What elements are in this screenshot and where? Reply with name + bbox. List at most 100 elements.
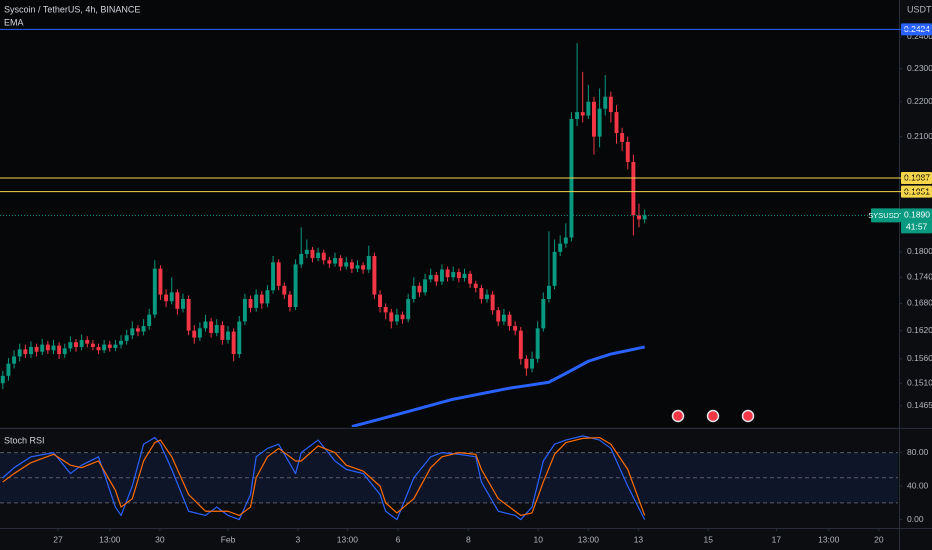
candle-body xyxy=(113,344,118,348)
ema-line xyxy=(351,345,645,427)
candle-body xyxy=(614,112,619,134)
candle-body xyxy=(62,348,67,355)
x-tick-label: 27 xyxy=(53,534,63,544)
candle-body xyxy=(214,325,219,333)
candle-body xyxy=(248,299,253,308)
x-tick-label: 15 xyxy=(704,534,714,544)
y-tick-label: 0.2100 xyxy=(907,131,932,141)
candle-body xyxy=(169,292,174,302)
y-tick-label: 0.1740 xyxy=(907,271,932,281)
candle-body xyxy=(344,262,349,267)
candle-body xyxy=(417,285,422,293)
candle-body xyxy=(242,299,247,322)
y-tick-label: 0.1510 xyxy=(907,377,932,387)
candle-body xyxy=(558,243,563,252)
candle-body xyxy=(546,285,551,300)
x-tick-label: 3 xyxy=(295,534,300,544)
candle-body xyxy=(327,260,332,264)
candle-body xyxy=(333,258,337,264)
candle-body xyxy=(496,310,501,322)
event-icon[interactable] xyxy=(706,409,720,423)
candle-body xyxy=(361,265,366,270)
candle-body xyxy=(485,294,489,300)
candle-body xyxy=(513,326,518,331)
x-tick-label: 20 xyxy=(874,534,884,544)
candle-body xyxy=(203,321,208,329)
candle-body xyxy=(130,328,135,336)
candle-body xyxy=(293,264,298,308)
candle-body xyxy=(406,299,411,320)
currency-label: USDT xyxy=(907,4,932,14)
candle-body xyxy=(310,249,315,259)
y-tick-label: 40.00 xyxy=(907,480,929,490)
candle-body xyxy=(423,279,428,293)
candle-body xyxy=(23,349,28,355)
candle-body xyxy=(620,133,625,142)
candle-body xyxy=(637,215,641,220)
candle-body xyxy=(608,96,613,113)
price-tag xyxy=(901,208,932,234)
candle-body xyxy=(237,321,242,355)
candle-body xyxy=(192,330,197,338)
candle-body xyxy=(181,299,185,309)
candle-body xyxy=(389,312,394,322)
y-tick-label: 0.1560 xyxy=(907,353,932,363)
x-tick-label: 13:00 xyxy=(99,534,121,544)
symbol-tag-label: SYSUSDT xyxy=(868,211,904,220)
candle-body xyxy=(197,328,202,338)
x-tick-label: 17 xyxy=(772,534,782,544)
stoch-plot xyxy=(0,435,898,521)
candle-body xyxy=(186,299,191,331)
symbol-tag xyxy=(871,208,901,223)
candle-body xyxy=(141,326,146,332)
candle-body xyxy=(625,141,630,162)
candle-body xyxy=(563,237,568,244)
candle-body xyxy=(96,346,101,351)
candle-body xyxy=(17,349,22,357)
y-tick-label: 80.00 xyxy=(907,447,929,457)
candle-body xyxy=(57,345,62,355)
candle-body xyxy=(378,294,383,308)
candle-body xyxy=(102,344,107,351)
candle-body xyxy=(580,112,585,116)
candle-body xyxy=(575,112,580,120)
candle-body xyxy=(34,346,39,352)
candle-body xyxy=(479,288,484,300)
candle-body xyxy=(220,325,225,340)
countdown-label: 41:57 xyxy=(906,222,928,232)
main-pane xyxy=(0,0,899,427)
candle-body xyxy=(12,356,17,364)
candle-body xyxy=(349,262,354,269)
event-icon[interactable] xyxy=(741,409,755,423)
candle-body xyxy=(490,294,495,311)
x-tick-label: 13:00 xyxy=(578,534,600,544)
candle-body xyxy=(462,273,467,279)
candle-body xyxy=(321,252,326,261)
candle-body xyxy=(40,344,45,352)
candle-body xyxy=(411,285,416,300)
candle-body xyxy=(642,215,647,220)
candle-body xyxy=(259,294,264,304)
candle-body xyxy=(518,330,523,359)
candle-body xyxy=(51,345,56,351)
y-tick-label: 0.2400 xyxy=(907,31,932,41)
candle-body xyxy=(287,294,292,308)
candle-body xyxy=(119,340,124,345)
candle-body xyxy=(158,268,163,295)
chart-title: Syscoin / TetherUS, 4h, BINANCE xyxy=(4,4,140,14)
event-icon[interactable] xyxy=(671,409,685,423)
indicator-name: EMA xyxy=(4,17,24,27)
candle-body xyxy=(366,256,371,270)
candle-body xyxy=(524,358,529,369)
candle-body xyxy=(299,253,304,265)
candle-body xyxy=(530,358,535,369)
candle-body xyxy=(231,331,236,355)
candle-body xyxy=(468,273,473,284)
candle-body xyxy=(541,299,546,329)
price-tag-label: 0.1890 xyxy=(904,210,930,220)
candle-body xyxy=(28,346,33,355)
candle-body xyxy=(394,314,399,322)
candle-body xyxy=(85,339,90,344)
candle-body xyxy=(282,285,287,295)
y-tick-label: 0.1620 xyxy=(907,325,932,335)
